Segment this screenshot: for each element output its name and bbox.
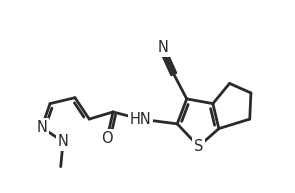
Text: N: N [158,40,168,55]
Text: N: N [58,134,68,149]
Text: N: N [36,120,47,135]
Text: HN: HN [130,112,151,127]
Text: O: O [101,131,113,146]
Text: S: S [194,139,203,154]
